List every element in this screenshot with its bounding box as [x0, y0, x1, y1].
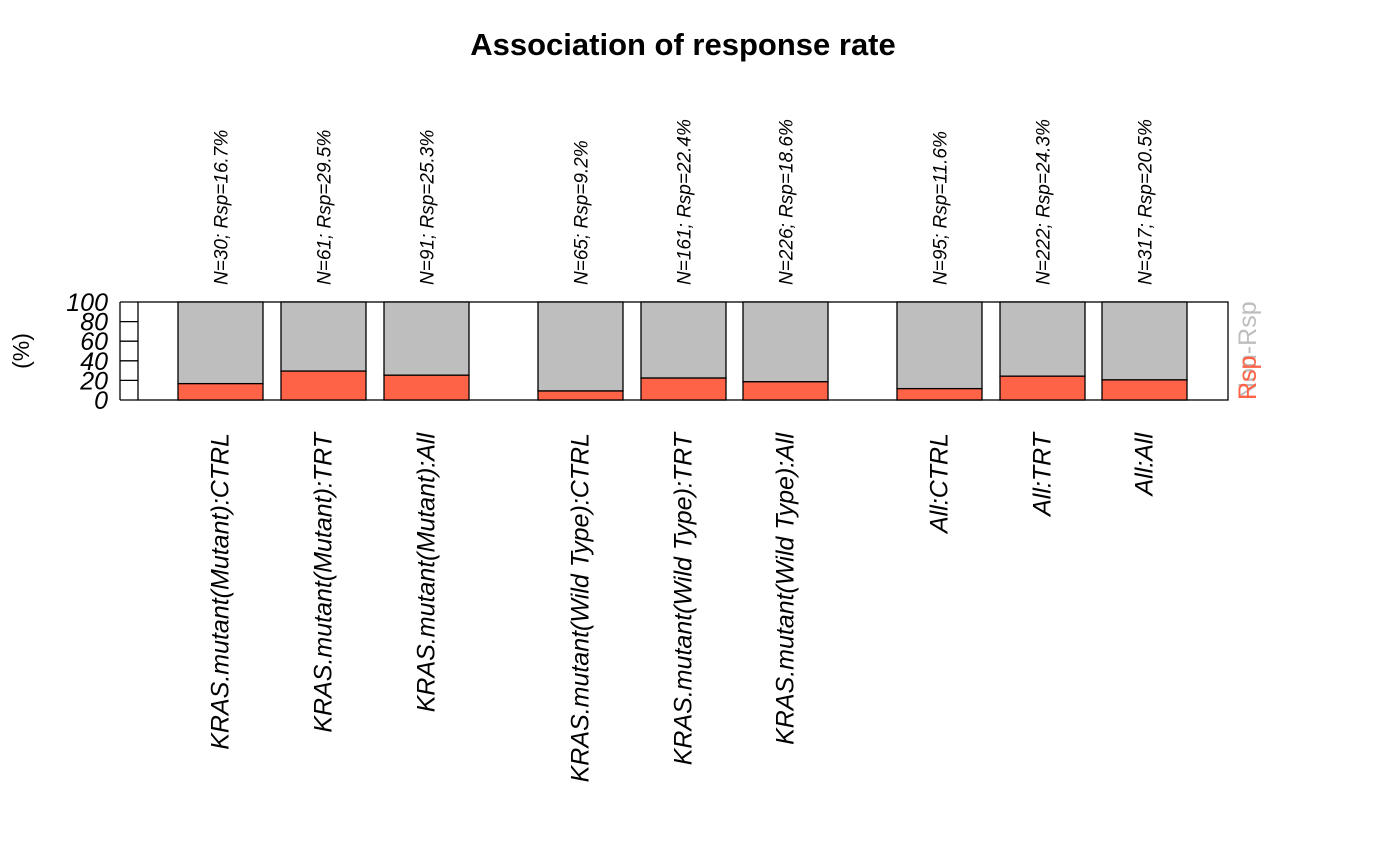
bar-top-label: N=161; Rsp=22.4% [675, 119, 696, 285]
bar-non-rsp [896, 301, 983, 390]
category-label: All:TRT [1029, 431, 1057, 518]
bar-non-rsp [1101, 301, 1188, 381]
y-tick-label: 100 [66, 289, 108, 317]
bar-rsp [383, 374, 470, 401]
bar-top-label: N=61; Rsp=29.5% [315, 130, 336, 285]
bar-top-label: N=222; Rsp=24.3% [1034, 119, 1055, 285]
bar-rsp [742, 381, 829, 401]
bar-non-rsp [640, 301, 727, 379]
chart-title: Association of response rate [470, 27, 896, 62]
bar-rsp [537, 390, 624, 401]
bar-non-rsp [742, 301, 829, 383]
bar-top-label: N=91; Rsp=25.3% [418, 130, 439, 285]
category-label: All:CTRL [926, 433, 954, 535]
bar-top-label: N=30; Rsp=16.7% [212, 130, 233, 285]
bar-rsp [640, 377, 727, 401]
category-label: KRAS.mutant(Wild Type):All [772, 432, 800, 745]
bar-non-rsp [537, 301, 624, 392]
bars [177, 301, 1188, 401]
y-tick-label: 80 [80, 309, 108, 337]
legend-rsp: Rsp [1234, 356, 1262, 400]
y-tick-label: 20 [79, 367, 108, 395]
bar-top-label: N=317; Rsp=20.5% [1136, 119, 1157, 285]
category-label: KRAS.mutant(Mutant):All [413, 432, 441, 713]
bar-rsp [280, 370, 367, 401]
y-axis-label: (%) [8, 333, 34, 369]
bar-top-label: N=95; Rsp=11.6% [931, 131, 952, 285]
category-label: All:All [1131, 432, 1159, 498]
legend-non-rsp: Non-Rsp [1234, 301, 1262, 400]
bar-rsp [896, 387, 983, 401]
bar-rsp [999, 375, 1086, 401]
category-label: KRAS.mutant(Wild Type):CTRL [567, 433, 595, 782]
category-labels: KRAS.mutant(Mutant):CTRL KRAS.mutant(Muta… [207, 431, 1159, 782]
bar-non-rsp [280, 301, 367, 372]
bar-top-label: N=65; Rsp=9.2% [572, 140, 593, 285]
bar-rsp [1101, 379, 1188, 401]
category-label: KRAS.mutant(Mutant):CTRL [207, 433, 235, 750]
category-label: KRAS.mutant(Wild Type):TRT [670, 431, 698, 765]
bar-rsp [177, 382, 264, 401]
bar-non-rsp [383, 301, 470, 376]
y-tick-label: 0 [94, 387, 108, 415]
bar-non-rsp [177, 301, 264, 385]
top-labels: N=30; Rsp=16.7% N=61; Rsp=29.5% N=91; Rsp=… [212, 119, 1157, 285]
y-tick-label: 60 [80, 328, 108, 356]
y-tick-label: 40 [80, 348, 108, 376]
bar-non-rsp [999, 301, 1086, 377]
category-label: KRAS.mutant(Mutant):TRT [310, 431, 338, 732]
bar-top-label: N=226; Rsp=18.6% [777, 119, 798, 285]
